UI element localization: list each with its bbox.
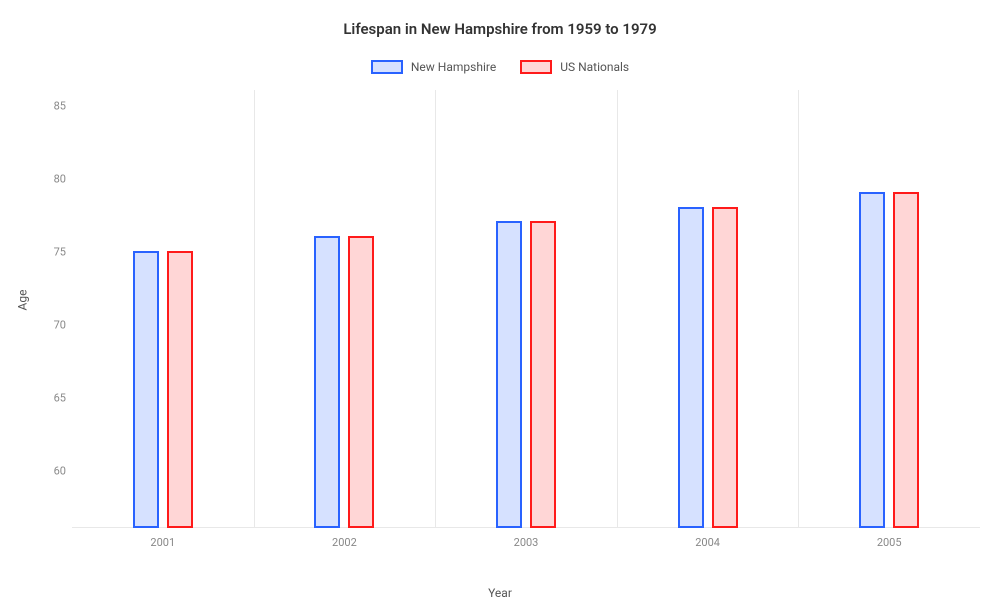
legend-item-0: New Hampshire <box>371 60 496 74</box>
y-tick: 65 <box>54 392 66 405</box>
y-tick: 80 <box>54 173 66 186</box>
gridline <box>798 90 799 528</box>
y-tick: 75 <box>54 246 66 259</box>
x-axis-label: Year <box>488 586 512 600</box>
bar <box>859 192 885 528</box>
legend-item-1: US Nationals <box>520 60 629 74</box>
bar <box>496 221 522 528</box>
bar <box>314 236 340 528</box>
chart-container: Lifespan in New Hampshire from 1959 to 1… <box>0 0 1000 600</box>
x-tick: 2003 <box>514 536 539 549</box>
y-axis: 60 65 70 75 80 85 <box>40 90 70 528</box>
bar <box>167 251 193 528</box>
gridline <box>617 90 618 528</box>
chart-title: Lifespan in New Hampshire from 1959 to 1… <box>0 20 1000 38</box>
bar <box>133 251 159 528</box>
bar <box>712 207 738 528</box>
gridline <box>254 90 255 528</box>
bar <box>530 221 556 528</box>
x-tick: 2005 <box>877 536 902 549</box>
y-axis-label: Age <box>15 290 29 311</box>
x-tick: 2004 <box>695 536 720 549</box>
bar <box>678 207 704 528</box>
legend-label-1: US Nationals <box>560 60 629 74</box>
legend: New Hampshire US Nationals <box>0 60 1000 74</box>
bar <box>348 236 374 528</box>
legend-swatch-1 <box>520 60 552 74</box>
plot-area <box>72 90 980 528</box>
legend-label-0: New Hampshire <box>411 60 496 74</box>
gridline <box>435 90 436 528</box>
bar <box>893 192 919 528</box>
bars-layer <box>72 90 980 528</box>
x-axis: 2001 2002 2003 2004 2005 <box>72 530 980 560</box>
y-tick: 85 <box>54 100 66 113</box>
x-tick: 2001 <box>150 536 175 549</box>
y-tick: 60 <box>54 465 66 478</box>
legend-swatch-0 <box>371 60 403 74</box>
x-tick: 2002 <box>332 536 357 549</box>
y-tick: 70 <box>54 319 66 332</box>
